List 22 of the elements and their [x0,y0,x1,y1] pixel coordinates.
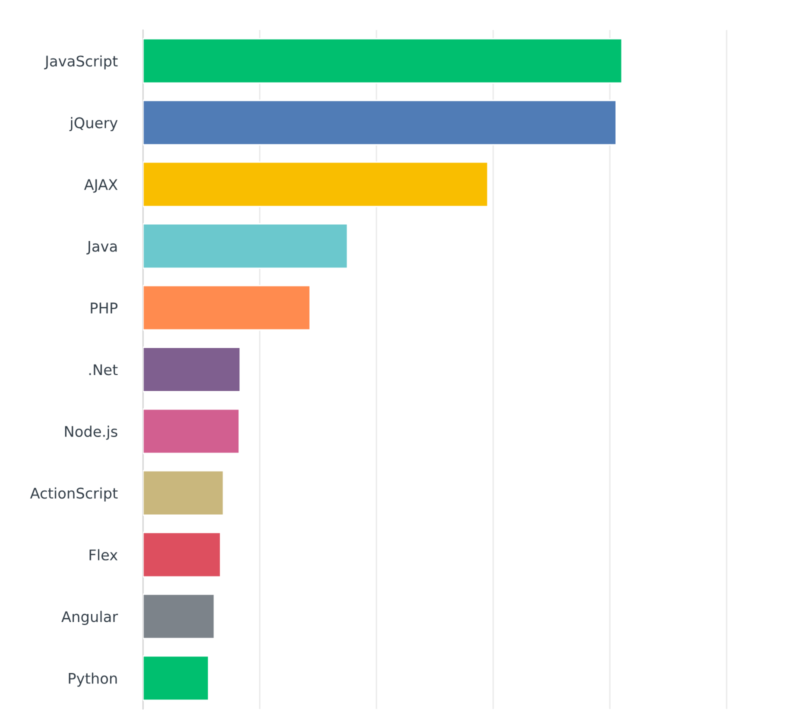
bar [143,346,241,392]
y-tick-label: JavaScript [44,55,118,70]
y-tick-label: PHP [90,302,118,314]
bar [143,284,311,331]
bar [143,655,210,702]
bar [143,100,617,146]
bar [143,223,348,269]
y-tick-label: .Net [89,364,118,376]
y-tick-label: jQuery [69,117,118,132]
y-tick-label: ActionScript [30,487,118,502]
y-tick-label: Node.js [65,426,118,440]
y-tick-label: Python [68,672,117,687]
bar [143,408,240,454]
bar [143,38,623,84]
bar [143,593,216,640]
bar [143,161,489,208]
y-tick-label: Flex [90,549,118,560]
y-tick-label: Java [86,240,117,255]
bar [143,470,224,516]
y-tick-label: Angular [61,610,118,625]
y-tick-label: AJAX [84,179,118,193]
bar [143,532,222,578]
